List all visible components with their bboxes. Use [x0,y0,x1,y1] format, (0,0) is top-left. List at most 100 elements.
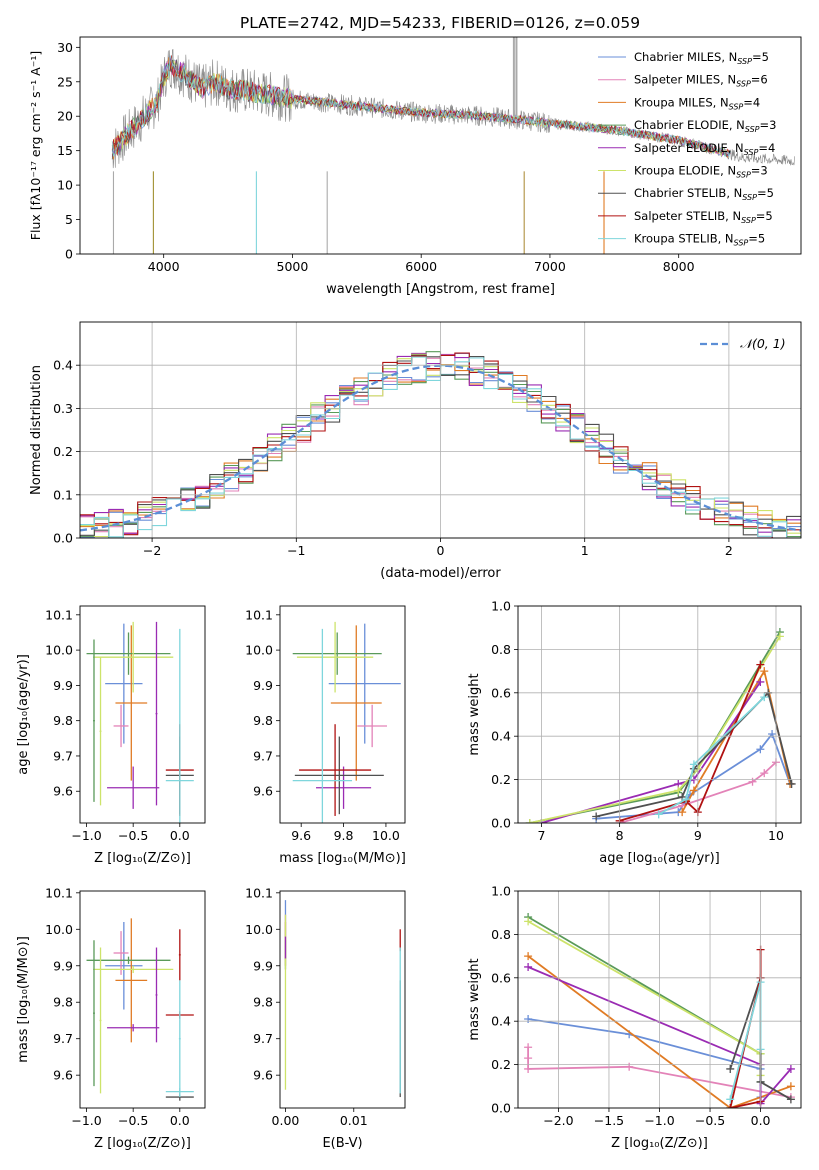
point-marker [756,745,765,754]
y-tick-label: 9.9 [53,678,73,693]
y-tick-label: 0.1 [53,487,73,502]
plot-area-mass-vs-EBV [284,900,401,1098]
series-line [619,664,762,822]
x-axis-label: Z [log₁₀(Z/Z⊙)] [94,1136,191,1151]
panel-spectrum: 4000 5000 6000 7000 8000 0 5 10 15 20 25 30 waveleng… [28,36,802,297]
legend-label: Kroupa ELODIE, NSSP=3 [634,164,768,180]
y-tick-label: 10.0 [245,643,273,658]
point-marker [760,769,769,778]
x-axis-label: age [log₁₀(age/yr)] [599,851,720,866]
x-tick-label: 5000 [277,259,309,274]
x-axis-label: wavelength [Angstrom, rest frame] [326,282,555,297]
point-marker [689,786,698,795]
axes-frame [279,605,406,824]
y-tick-label: 10.1 [45,607,73,622]
point-marker [775,632,784,641]
series-line [658,696,765,816]
point-marker [726,1104,735,1108]
point-marker [625,1062,634,1071]
y-tick-label: 0.2 [53,444,73,459]
series-line [529,635,781,823]
x-tick-label: −0.5 [695,1113,725,1128]
axes-frame [79,605,206,824]
y-tick-label: 10.0 [45,922,73,937]
y-tick-label: 9.6 [253,784,273,799]
y-tick-label: 10.1 [245,607,273,622]
y-tick-label: 9.6 [253,1068,273,1083]
histogram-step [80,353,801,538]
x-tick-label: 7 [537,828,545,843]
legend-label: Chabrier ELODIE, NSSP=3 [634,118,776,134]
y-tick-label: 10.0 [245,922,273,937]
y-tick-label: 9.8 [53,995,73,1010]
y-tick-label: 0.8 [491,927,511,942]
x-tick-label: −0.5 [118,1113,148,1128]
y-tick-label: 1.0 [491,599,511,614]
point-marker [756,677,765,686]
y-tick-label: 0.6 [491,685,511,700]
x-tick-label: 9 [694,828,702,843]
point-marker [786,1064,795,1073]
x-tick-label: 9.6 [291,828,311,843]
point-marker [524,952,533,961]
plot-area-age-vs-mass [292,621,401,823]
x-axis-label: Z [log₁₀(Z/Z⊙)] [611,1136,708,1151]
y-tick-label: 10 [57,178,73,193]
x-tick-label: 10.0 [372,828,400,843]
y-tick-label: 9.6 [53,784,73,799]
series-line [527,955,792,1108]
plot-area-massweight-vs-age [525,628,796,823]
legend-label: 𝒩(0, 1) [740,336,786,351]
x-axis-label: (data-model)/error [380,566,501,581]
y-tick-label: 0.0 [53,531,73,546]
point-marker [524,962,533,971]
point-marker [760,667,769,676]
y-tick-label: 0.4 [491,1014,511,1029]
x-tick-label: −2.0 [543,1113,573,1128]
point-marker [768,730,777,739]
axes-frame [79,36,802,255]
axes-frame [517,605,802,824]
point-marker [787,779,796,788]
x-tick-label: 7000 [534,259,566,274]
point-marker [524,1043,533,1052]
point-marker [678,808,687,817]
panel-massweight-vs-Z: −2.0 −1.5 −1.0 −0.5 0.0 0.0 0.2 0.4 0.6 0.8 1.0 Z [… [467,884,802,1151]
x-tick-label: −1.5 [594,1113,624,1128]
plot-area-mass-vs-Z [86,918,194,1101]
point-marker [689,760,698,769]
y-tick-label: 9.7 [53,1031,73,1046]
x-tick-label: 0.00 [272,1113,300,1128]
y-tick-label: 20 [57,109,73,124]
y-tick-label: 15 [57,143,73,158]
x-tick-label: 8000 [663,259,695,274]
y-tick-label: 0.4 [491,729,511,744]
legend-label: Salpeter STELIB, NSSP=5 [634,209,773,225]
x-tick-label: −1.0 [71,828,101,843]
point-marker [682,795,691,804]
y-tick-label: 0.2 [491,772,511,787]
x-tick-label: −1 [287,543,305,558]
model-spectrum-line [111,55,731,158]
y-tick-label: 25 [57,74,73,89]
axes-frame [279,890,406,1109]
axes-frame [79,890,206,1109]
x-axis-label: Z [log₁₀(Z/Z⊙)] [94,851,191,866]
y-tick-label: 10.1 [45,885,73,900]
panel-mass-vs-EBV: 0.00 0.01 9.6 9.7 9.8 9.9 10.0 10.1 E(B-V) [245,885,406,1151]
panel-mass-vs-Z: −1.0 −0.5 0.0 9.6 9.7 9.8 9.9 10.0 10.1 Z [log₁₀(… [16,885,206,1151]
y-axis-label: mass weight [467,958,482,1040]
y-tick-label: 0.6 [491,970,511,985]
panel-massweight-vs-age: 7 8 9 10 0.0 0.2 0.4 0.6 0.8 1.0 age [log₁₀(age/yr… [467,599,802,866]
point-marker [524,1064,533,1073]
x-tick-label: 4000 [148,259,180,274]
model-spectrum-line [111,55,731,156]
y-axis-label: age [log₁₀(age/yr)] [16,654,31,775]
point-marker [748,777,757,786]
y-tick-label: 0.8 [491,642,511,657]
x-tick-label: 1 [581,543,589,558]
x-tick-label: 0.0 [170,1113,190,1128]
axes-frame [79,321,802,539]
series-line [527,920,762,1076]
